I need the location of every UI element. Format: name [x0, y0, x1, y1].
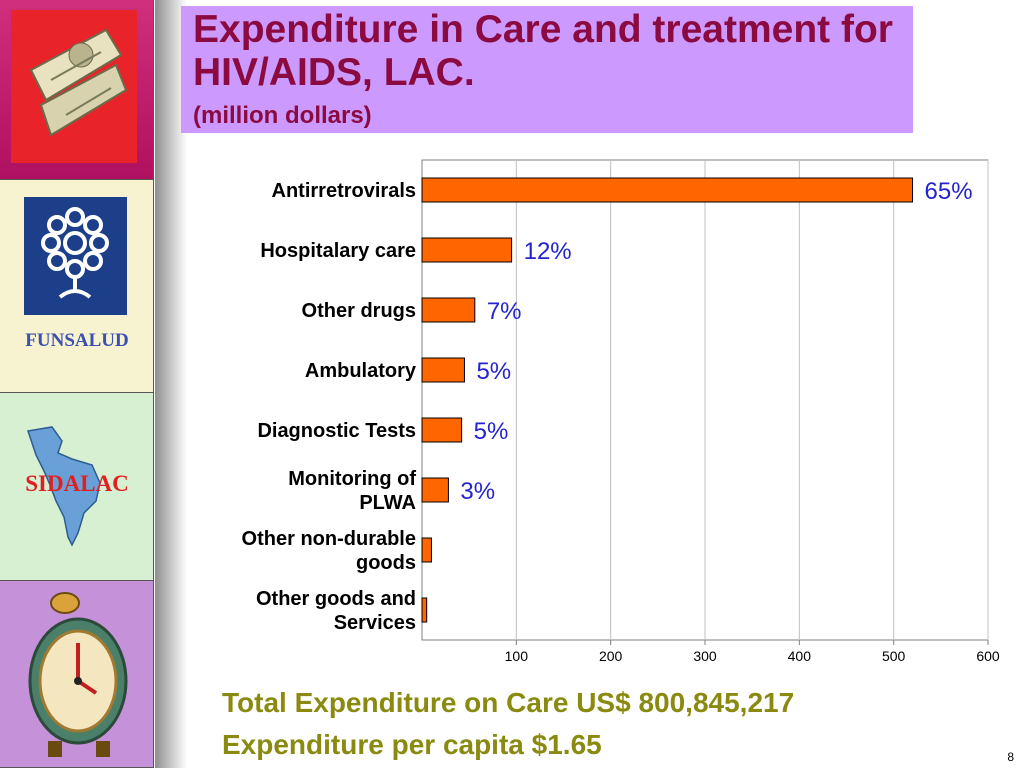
totals: Total Expenditure on Care US$ 800,845,21…	[222, 682, 794, 766]
latin-america-map-icon	[27, 426, 101, 547]
category-label: Diagnostic Tests	[257, 420, 416, 442]
bar	[421, 417, 463, 443]
tree-icon	[41, 207, 109, 299]
bar	[421, 357, 465, 383]
money-panel	[0, 0, 154, 180]
category-label: Other drugs	[302, 300, 416, 322]
sidalac-label: SIDALAC	[25, 471, 129, 496]
x-tick-label: 500	[882, 648, 906, 664]
clock-panel	[0, 581, 154, 768]
category-label: Hospitalary care	[260, 240, 416, 262]
funsalud-logo	[24, 197, 127, 315]
sidebar: FUNSALUD SIDALAC	[0, 0, 155, 768]
sidalac-panel: SIDALAC	[0, 393, 154, 581]
bar	[421, 537, 432, 563]
dollar-bill-icon	[29, 28, 128, 137]
title-box: Expenditure in Care and treatment for HI…	[181, 6, 913, 133]
bar	[421, 237, 513, 263]
funsalud-panel: FUNSALUD	[0, 180, 154, 393]
page-number: 8	[1007, 750, 1014, 764]
page-subtitle: (million dollars)	[193, 102, 372, 129]
expenditure-bar-chart: 100 200 300 400 500 600 Antirretrovirals 65% Hos…	[242, 159, 1000, 664]
x-tick-label: 300	[693, 648, 717, 664]
bar	[421, 477, 449, 503]
data-label: 5%	[476, 358, 511, 385]
data-label: 5%	[474, 418, 509, 445]
category-label: goods	[356, 552, 416, 574]
x-tick-label: 600	[976, 648, 1000, 664]
category-label: Other goods and	[256, 588, 416, 610]
category-label: Antirretrovirals	[272, 180, 417, 202]
data-label: 3%	[460, 478, 495, 505]
x-tick-label: 100	[505, 648, 529, 664]
bar	[421, 177, 914, 203]
category-label: Monitoring of	[288, 468, 416, 490]
funsalud-label: FUNSALUD	[25, 330, 129, 351]
data-label: 65%	[925, 178, 973, 205]
x-tick-label: 400	[788, 648, 812, 664]
data-label: 7%	[487, 298, 522, 325]
expenditure-per-capita: Expenditure per capita $1.65	[222, 729, 602, 760]
alarm-clock-icon	[28, 592, 128, 757]
category-label: Other non-durable	[242, 528, 416, 550]
x-tick-label: 200	[599, 648, 623, 664]
total-expenditure: Total Expenditure on Care US$ 800,845,21…	[222, 687, 795, 718]
bar	[421, 597, 428, 623]
category-label: Ambulatory	[305, 360, 417, 382]
money-illustration	[11, 10, 137, 163]
category-label: PLWA	[359, 492, 416, 514]
data-label: 12%	[524, 238, 572, 265]
page-title: Expenditure in Care and treatment for HI…	[193, 8, 893, 94]
bar	[421, 297, 476, 323]
category-label: Services	[334, 612, 416, 634]
